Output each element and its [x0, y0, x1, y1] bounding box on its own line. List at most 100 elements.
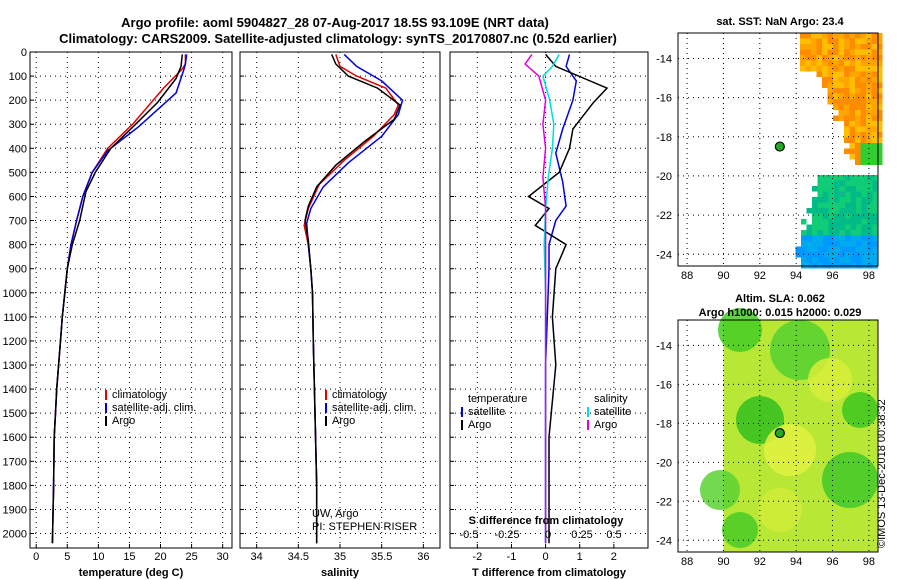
- sst-cell: [850, 246, 856, 252]
- sst-cell: [856, 241, 862, 247]
- sst-cell: [845, 175, 851, 181]
- depth-tick-label: 100: [9, 71, 27, 83]
- sst-cell: [811, 55, 817, 61]
- sst-cell: [871, 121, 877, 127]
- sst-cell: [850, 230, 856, 236]
- depth-tick-label: 1500: [3, 408, 27, 420]
- sst-cell: [844, 60, 850, 66]
- sst-cell: [806, 252, 812, 258]
- sst-cell: [871, 126, 877, 132]
- sst-cell: [845, 241, 851, 247]
- sst-cell: [801, 230, 807, 236]
- map-lat-tick: -22: [656, 210, 672, 222]
- sst-cell: [823, 246, 829, 252]
- sst-cell: [856, 175, 862, 181]
- sst-cell: [856, 186, 862, 192]
- sst-cell: [871, 33, 877, 39]
- legend-title-salinity: salinity: [594, 393, 628, 405]
- depth-tick-label: 1800: [3, 480, 27, 492]
- sst-cell: [877, 154, 883, 160]
- sst-cell: [867, 257, 873, 263]
- sst-cell: [844, 132, 850, 138]
- sst-cell: [800, 55, 806, 61]
- sst-cell: [877, 143, 883, 149]
- map-title: sat. SST: NaN Argo: 23.4: [716, 16, 844, 28]
- salinity-panel: 34 34.5 35 35.5 36 salinity climatologysatelli…: [239, 51, 441, 579]
- sst-cell: [822, 66, 828, 72]
- sst-cell: [856, 213, 862, 219]
- sst-cell: [811, 49, 817, 55]
- sst-cell: [867, 202, 873, 208]
- sst-cell: [872, 235, 878, 241]
- map-lat-tick: -14: [656, 340, 672, 352]
- argo-location-marker: [774, 427, 785, 439]
- temperature-panel: 0 5 10 15 20 25 300100200300400500600700800900…: [3, 47, 233, 579]
- sst-cell: [833, 77, 839, 83]
- sst-cell: [855, 49, 861, 55]
- difference-panel: -2 -1 0 1 2 T difference from climatology temp…: [449, 51, 649, 579]
- sst-cell: [871, 55, 877, 61]
- sst-cell: [817, 186, 823, 192]
- sla-cell: [808, 358, 852, 402]
- sla-cells: [700, 308, 878, 552]
- sst-cell: [801, 241, 807, 247]
- series-line-temperature-argo: [527, 53, 609, 544]
- sst-cell: [877, 126, 883, 132]
- sst-cell: [834, 230, 840, 236]
- sst-cell: [877, 33, 883, 39]
- sst-cell: [866, 110, 872, 116]
- sst-cell: [845, 257, 851, 263]
- sst-cell: [833, 99, 839, 105]
- sst-cell: [849, 60, 855, 66]
- sst-cell: [839, 180, 845, 186]
- sst-cell: [812, 241, 818, 247]
- sst-cell: [833, 66, 839, 72]
- sst-cell: [877, 132, 883, 138]
- depth-tick-label: 1600: [3, 432, 27, 444]
- sst-cell: [816, 71, 822, 77]
- sst-cell: [872, 175, 878, 181]
- sst-cell: [849, 82, 855, 88]
- salinity-tick-label: 0: [545, 529, 551, 541]
- map-lat-tick: -18: [656, 418, 672, 430]
- legend-entry: Argo: [332, 415, 355, 427]
- sst-cell: [849, 137, 855, 143]
- sst-cell: [844, 44, 850, 50]
- sst-cell: [860, 38, 866, 44]
- sst-cell: [834, 213, 840, 219]
- sst-cell: [871, 49, 877, 55]
- sst-cell: [812, 197, 818, 203]
- sst-cell: [805, 49, 811, 55]
- sst-cell: [849, 93, 855, 99]
- sst-cell: [839, 191, 845, 197]
- sst-cell: [800, 49, 806, 55]
- sst-cell: [850, 186, 856, 192]
- sst-cell: [872, 230, 878, 236]
- sst-cell: [871, 110, 877, 116]
- sst-cell: [850, 175, 856, 181]
- sst-cell: [834, 180, 840, 186]
- sst-cell: [827, 49, 833, 55]
- sst-cell: [861, 241, 867, 247]
- sst-cell: [838, 49, 844, 55]
- sst-cell: [867, 186, 873, 192]
- sst-cell: [860, 77, 866, 83]
- sst-cell: [827, 44, 833, 50]
- sst-cells: [795, 33, 883, 269]
- sst-cell: [855, 121, 861, 127]
- sst-cell: [867, 241, 873, 247]
- depth-tick-label: 1900: [3, 504, 27, 516]
- sst-cell: [849, 104, 855, 110]
- sst-cell: [827, 38, 833, 44]
- sst-cell: [866, 154, 872, 160]
- sst-cell: [812, 230, 818, 236]
- sst-cell: [833, 44, 839, 50]
- sst-map-panel: 88 90 92 94 96 98 -14 -16 -18 -20 -22 -24 sat. SST: …: [656, 16, 883, 282]
- sst-cell: [849, 71, 855, 77]
- sst-cell: [833, 60, 839, 66]
- sst-cell: [855, 110, 861, 116]
- sst-cell: [866, 143, 872, 149]
- series-line-satellite-adj-clim-: [51, 54, 188, 544]
- sst-cell: [844, 137, 850, 143]
- sst-cell: [838, 88, 844, 94]
